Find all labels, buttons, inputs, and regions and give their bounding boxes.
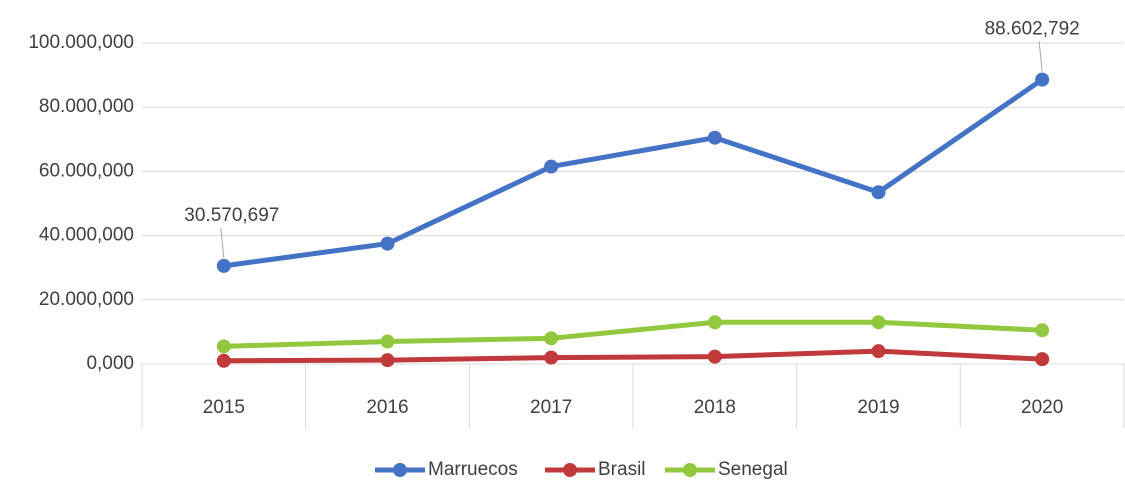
x-tick-label: 2017 xyxy=(530,397,572,418)
data-point xyxy=(380,236,395,251)
y-tick-label: 0,000 xyxy=(86,353,134,374)
x-tick-label: 2016 xyxy=(366,397,408,418)
data-point xyxy=(871,185,886,200)
data-point xyxy=(544,350,559,365)
data-point xyxy=(1035,323,1050,338)
data-point xyxy=(380,334,395,349)
data-point xyxy=(544,331,559,346)
series-line xyxy=(223,319,1043,349)
data-point xyxy=(707,349,722,364)
series-line xyxy=(223,77,1044,269)
data-label: 88.602,792 xyxy=(985,19,1080,40)
series-line xyxy=(223,348,1043,364)
data-point xyxy=(1035,352,1050,367)
legend-marker xyxy=(393,463,407,477)
data-point xyxy=(871,315,886,330)
y-tick-label: 60.000,000 xyxy=(39,160,134,181)
legend-label: Senegal xyxy=(718,459,788,480)
legend-marker xyxy=(683,463,697,477)
y-tick-label: 100.000,000 xyxy=(28,32,134,53)
data-point xyxy=(707,315,722,330)
data-label: 30.570,697 xyxy=(184,205,279,226)
data-point xyxy=(707,130,722,145)
data-point xyxy=(216,258,231,273)
y-tick-label: 80.000,000 xyxy=(39,96,134,117)
x-tick-label: 2015 xyxy=(203,397,245,418)
label-leader xyxy=(1038,41,1043,72)
legend-label: Brasil xyxy=(598,459,646,480)
data-point xyxy=(871,344,886,359)
data-point xyxy=(544,159,559,174)
data-point xyxy=(1035,72,1050,87)
y-tick-label: 40.000,000 xyxy=(39,225,134,246)
data-point xyxy=(216,353,231,368)
x-tick-label: 2020 xyxy=(1021,397,1063,418)
legend-marker xyxy=(563,463,577,477)
legend-label: Marruecos xyxy=(428,459,518,480)
data-point xyxy=(216,339,231,354)
x-tick-label: 2019 xyxy=(857,397,899,418)
data-point xyxy=(380,353,395,368)
x-tick-label: 2018 xyxy=(694,397,736,418)
y-tick-label: 20.000,000 xyxy=(39,289,134,310)
label-leader xyxy=(220,227,225,258)
